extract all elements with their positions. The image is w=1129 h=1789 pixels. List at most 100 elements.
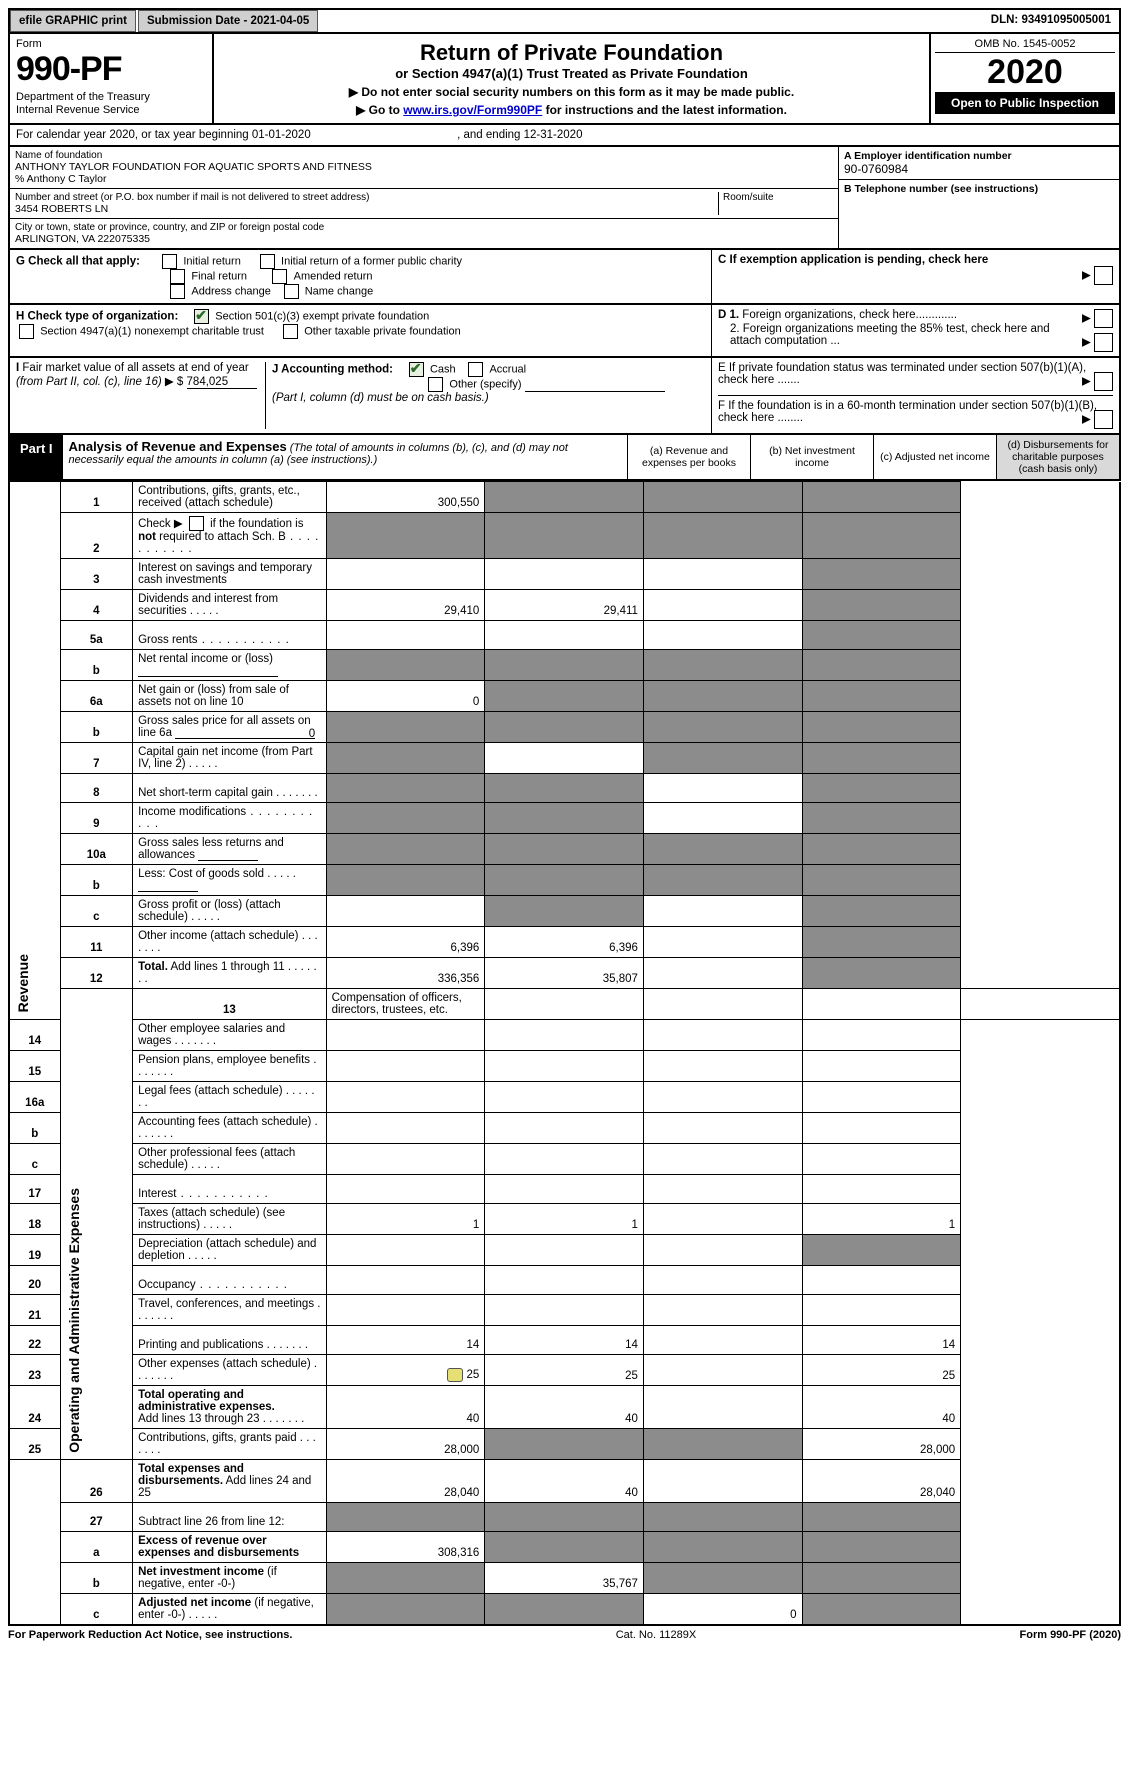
line16b-desc: Accounting fees (attach schedule) [133,1113,327,1144]
line23-d: 25 [802,1355,961,1386]
line19-desc: Depreciation (attach schedule) and deple… [133,1235,327,1266]
part1-tag: Part I [10,435,63,479]
amended-return-checkbox[interactable] [272,269,287,284]
accrual-checkbox[interactable] [468,362,483,377]
fmv-value: 784,025 [187,376,257,389]
part1-title: Analysis of Revenue and Expenses [69,439,287,454]
line10b-desc: Less: Cost of goods sold [133,865,327,896]
form-header: Form 990-PF Department of the Treasury I… [8,34,1121,125]
line12-b: 35,807 [485,958,644,989]
attachment-icon[interactable] [447,1368,463,1382]
line22-b: 14 [485,1326,644,1355]
initial-return-checkbox[interactable] [162,254,177,269]
4947-checkbox[interactable] [19,324,34,339]
table-row: 5aGross rents [9,621,1120,650]
line13-desc: Compensation of officers, directors, tru… [326,989,485,1020]
table-row: 14Other employee salaries and wages [9,1020,1120,1051]
open-to-public: Open to Public Inspection [935,92,1115,114]
line12-a: 336,356 [326,958,485,989]
line4-b: 29,411 [485,590,644,621]
name-change-checkbox[interactable] [284,284,299,299]
table-row: 2 Check ▶ if the foundation is not requi… [9,513,1120,559]
h-opt-501c3: Section 501(c)(3) exempt private foundat… [215,311,429,323]
line24-a: 40 [326,1386,485,1429]
line1-a: 300,550 [326,482,485,513]
g-label: G Check all that apply: [16,256,140,268]
city-state-zip: ARLINGTON, VA 222075335 [15,233,833,245]
h-label: H Check type of organization: [16,311,178,323]
d1-text: D 1. D 1. Foreign organizations, check h… [718,309,1113,321]
h-opt-other: Other taxable private foundation [304,326,461,338]
line26-b: 40 [485,1460,644,1503]
other-method-checkbox[interactable] [428,377,443,392]
line27-desc: Subtract line 26 from line 12: [133,1503,327,1532]
table-row: cAdjusted net income (if negative, enter… [9,1594,1120,1626]
table-row: 6aNet gain or (loss) from sale of assets… [9,681,1120,712]
line27b-desc: Net investment income (if negative, ente… [133,1563,327,1594]
schb-checkbox[interactable] [189,516,204,531]
line22-d: 14 [802,1326,961,1355]
section-h-d: H Check type of organization: Section 50… [8,305,1121,358]
line24-b: 40 [485,1386,644,1429]
table-row: bLess: Cost of goods sold [9,865,1120,896]
line15-desc: Pension plans, employee benefits [133,1051,327,1082]
table-row: 7Capital gain net income (from Part IV, … [9,743,1120,774]
d2-checkbox[interactable] [1094,333,1113,352]
page-footer: For Paperwork Reduction Act Notice, see … [8,1626,1121,1641]
efile-print-button[interactable]: efile GRAPHIC print [10,10,136,32]
table-row: cGross profit or (loss) (attach schedule… [9,896,1120,927]
table-row: Operating and Administrative Expenses 13… [9,989,1120,1020]
form-number: 990-PF [16,50,206,89]
c-exemption: C If exemption application is pending, c… [712,250,1119,303]
line22-desc: Printing and publications [133,1326,327,1355]
line18-desc: Taxes (attach schedule) (see instruction… [133,1204,327,1235]
j-opt-accrual: Accrual [489,364,526,376]
table-row: 21Travel, conferences, and meetings [9,1295,1120,1326]
name-label: Name of foundation [15,150,833,161]
h-opt-4947: Section 4947(a)(1) nonexempt charitable … [40,326,264,338]
other-taxable-checkbox[interactable] [283,324,298,339]
line22-a: 14 [326,1326,485,1355]
table-row: 10aGross sales less returns and allowanc… [9,834,1120,865]
c-checkbox[interactable] [1094,266,1113,285]
street-address: 3454 ROBERTS LN [15,203,718,215]
form-subtitle: or Section 4947(a)(1) Trust Treated as P… [222,66,921,81]
form-word: Form [16,38,206,50]
initial-former-checkbox[interactable] [260,254,275,269]
address-change-checkbox[interactable] [170,284,185,299]
line5a-desc: Gross rents [133,621,327,650]
d1-checkbox[interactable] [1094,309,1113,328]
line7-desc: Capital gain net income (from Part IV, l… [133,743,327,774]
form-note1: ▶ Do not enter social security numbers o… [222,85,921,99]
line5b-desc: Net rental income or (loss) [133,650,327,681]
line16c-desc: Other professional fees (attach schedule… [133,1144,327,1175]
irs-link[interactable]: www.irs.gov/Form990PF [403,103,542,117]
table-row: 16aLegal fees (attach schedule) [9,1082,1120,1113]
line17-desc: Interest [133,1175,327,1204]
footer-cat: Cat. No. 11289X [292,1629,1019,1641]
section-ij-ef: I Fair market value of all assets at end… [8,358,1121,435]
col-a-header: (a) Revenue and expenses per books [627,435,750,479]
care-of: % Anthony C Taylor [15,173,833,185]
e-checkbox[interactable] [1094,372,1113,391]
g-opt-initial: Initial return [183,256,240,268]
line11-a: 6,396 [326,927,485,958]
line26-a: 28,040 [326,1460,485,1503]
table-row: bNet investment income (if negative, ent… [9,1563,1120,1594]
foundation-name: ANTHONY TAYLOR FOUNDATION FOR AQUATIC SP… [15,161,833,173]
line27c-c: 0 [643,1594,802,1626]
table-row: 8Net short-term capital gain [9,774,1120,803]
g-opt-namechange: Name change [305,286,374,298]
line4-desc: Dividends and interest from securities [133,590,327,621]
line2-desc: Check ▶ if the foundation is not require… [133,513,327,559]
col-c-header: (c) Adjusted net income [873,435,996,479]
line27b-b: 35,767 [485,1563,644,1594]
final-return-checkbox[interactable] [170,269,185,284]
table-row: 24Total operating and administrative exp… [9,1386,1120,1429]
501c3-checkbox[interactable] [194,309,209,324]
addr-label: Number and street (or P.O. box number if… [15,192,718,203]
cash-checkbox[interactable] [409,362,424,377]
line6b-desc: Gross sales price for all assets on line… [133,712,327,743]
top-bar: efile GRAPHIC print Submission Date - 20… [8,8,1121,34]
f-checkbox[interactable] [1094,410,1113,429]
